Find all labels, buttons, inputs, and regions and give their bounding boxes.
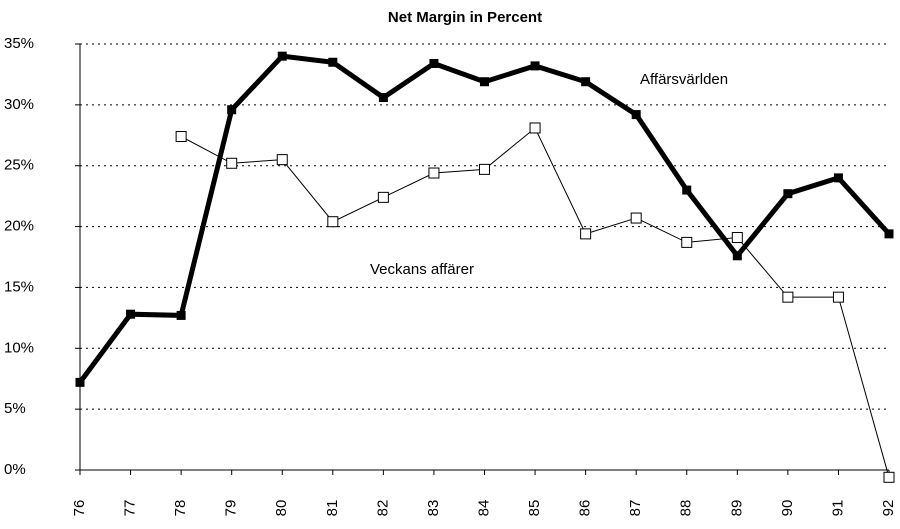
data-point xyxy=(126,309,136,319)
data-point xyxy=(429,58,439,68)
y-tick-label: 5% xyxy=(4,400,26,417)
x-tick-label: 91 xyxy=(829,500,846,517)
data-point xyxy=(631,110,641,120)
x-tick-label: 80 xyxy=(273,500,290,517)
data-point xyxy=(530,61,540,71)
chart-title: Net Margin in Percent xyxy=(388,9,542,26)
x-tick-label: 86 xyxy=(577,500,594,517)
y-tick-label: 10% xyxy=(4,339,34,356)
data-point xyxy=(377,191,389,203)
x-tick-label: 78 xyxy=(172,500,189,517)
y-tick-label: 30% xyxy=(4,96,34,113)
data-point xyxy=(428,167,440,179)
data-point xyxy=(327,216,339,228)
data-point xyxy=(479,163,490,175)
data-point xyxy=(681,236,693,248)
x-tick-label: 76 xyxy=(71,500,88,517)
x-tick-label: 88 xyxy=(678,500,695,517)
series-label: Veckans affärer xyxy=(370,261,474,278)
data-point xyxy=(783,189,793,199)
y-tick-label: 15% xyxy=(4,278,34,295)
x-tick-label: 85 xyxy=(526,500,543,517)
data-point xyxy=(175,131,187,143)
data-point xyxy=(277,51,287,61)
data-point xyxy=(732,251,742,261)
x-tick-label: 92 xyxy=(880,500,897,517)
data-point xyxy=(731,232,743,244)
data-point xyxy=(276,154,288,166)
data-point xyxy=(883,471,895,483)
data-point xyxy=(682,185,692,195)
data-point xyxy=(226,157,238,169)
y-tick-label: 35% xyxy=(4,35,34,52)
x-tick-label: 81 xyxy=(324,500,341,517)
x-tick-label: 82 xyxy=(374,500,391,517)
x-tick-label: 79 xyxy=(223,500,240,517)
data-point xyxy=(529,122,541,134)
data-point xyxy=(75,377,85,387)
data-point xyxy=(227,105,237,115)
data-point xyxy=(176,310,186,320)
x-tick-label: 83 xyxy=(425,500,442,517)
data-point xyxy=(833,173,843,183)
x-tick-label: 89 xyxy=(728,500,745,517)
x-tick-label: 77 xyxy=(122,500,139,517)
data-point xyxy=(378,93,388,103)
series-label: Affärsvärlden xyxy=(640,71,728,88)
data-point xyxy=(480,77,489,87)
data-point xyxy=(782,291,794,303)
data-point xyxy=(580,228,592,240)
data-point xyxy=(832,291,844,303)
x-tick-label: 87 xyxy=(627,500,644,517)
data-point xyxy=(630,212,642,224)
y-tick-label: 0% xyxy=(4,461,26,478)
data-point xyxy=(884,229,894,239)
y-tick-label: 20% xyxy=(4,218,34,235)
x-tick-label: 84 xyxy=(475,500,492,517)
x-tick-label: 90 xyxy=(779,500,796,517)
data-point xyxy=(328,57,338,67)
data-point xyxy=(581,77,591,87)
y-tick-label: 25% xyxy=(4,157,34,174)
